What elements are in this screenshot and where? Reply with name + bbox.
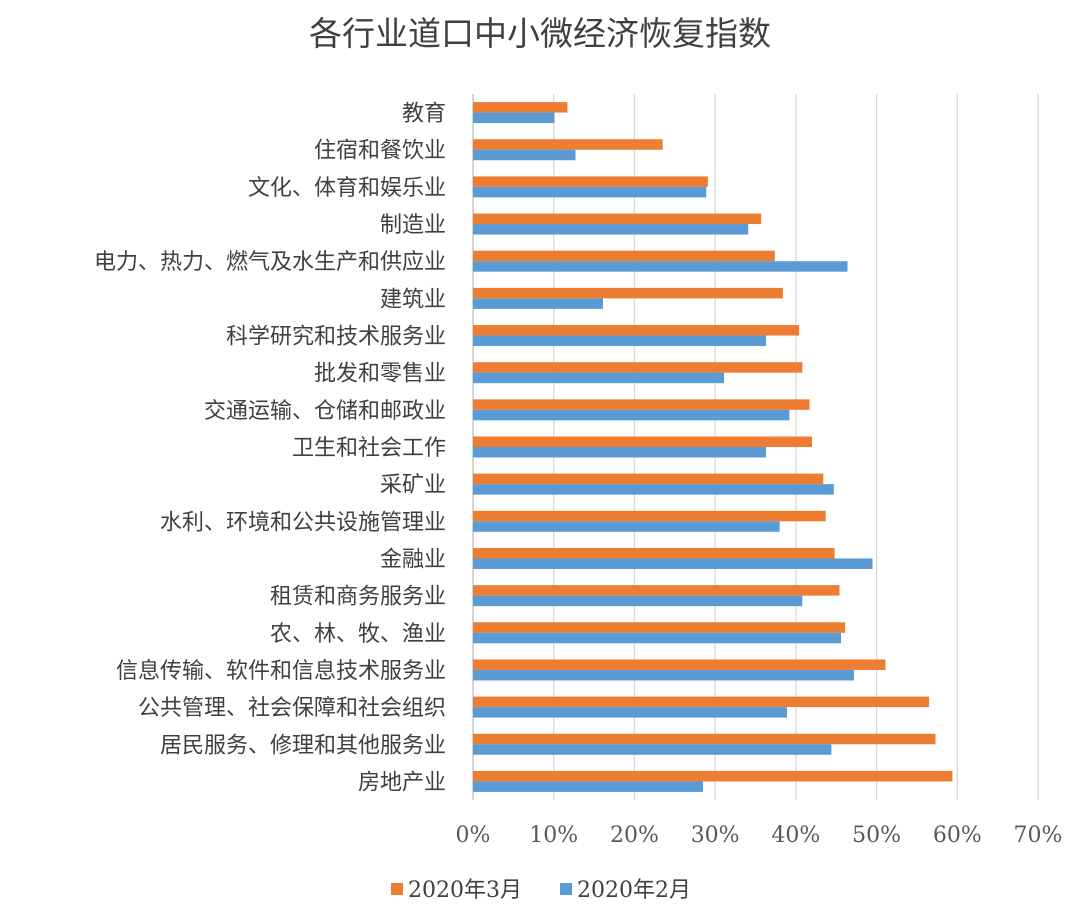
bar-series-1 [473,436,812,447]
bar-series-2 [473,298,603,309]
bar-series-1 [473,250,775,262]
x-tick-label: 40% [771,823,820,848]
legend-swatch [391,883,403,895]
bar-series-2 [473,447,766,458]
bar-series-2 [473,595,803,607]
bar-series-2 [473,484,834,495]
category-label: 教育 [402,102,446,127]
legend-label: 2020年3月 [408,878,522,903]
category-label: 居民服务、修理和其他服务业 [160,733,446,758]
category-label: 水利、环境和公共设施管理业 [160,510,446,535]
x-tick-label: 30% [691,823,740,848]
x-tick-label: 20% [610,823,659,848]
category-label: 金融业 [380,547,446,572]
bar-series-2 [473,335,766,347]
bar-series-1 [473,585,840,596]
bar-series-2 [473,558,873,569]
category-label: 科学研究和技术服务业 [226,325,446,350]
bar-series-2 [473,781,704,792]
bar-series-2 [473,112,555,124]
x-tick-label: 0% [456,823,491,848]
bar-series-2 [473,224,749,235]
bars [473,102,953,792]
x-tick-label: 70% [1014,823,1063,848]
chart-title: 各行业道口中小微经济恢复指数 [309,14,771,53]
x-tick-label: 50% [852,823,901,848]
bar-series-1 [473,696,930,708]
category-label: 批发和零售业 [314,362,446,387]
category-label: 住宿和餐饮业 [314,139,446,164]
category-label: 建筑业 [380,287,446,312]
x-tick-labels: 0% 10% 20% 30% 40% 50% 60% 70% [456,823,1063,848]
bar-series-1 [473,770,953,782]
bar-series-1 [473,176,708,187]
x-tick-label: 10% [529,823,578,848]
category-label: 制造业 [380,213,446,238]
category-label: 采矿业 [380,473,446,498]
legend-swatch [560,883,572,895]
category-label: 房地产业 [358,770,446,795]
legend: 2020年3月 2020年2月 [391,878,691,903]
bar-series-1 [473,733,936,745]
bar-series-1 [473,139,663,150]
bar-series-2 [473,149,576,161]
bar-series-2 [473,632,842,644]
category-label: 交通运输、仓储和邮政业 [204,399,446,424]
bar-series-2 [473,521,780,532]
bar-series-1 [473,622,846,633]
bar-series-2 [473,707,787,718]
legend-label: 2020年2月 [577,878,691,903]
bar-series-1 [473,287,783,299]
bar-series-1 [473,213,762,225]
bar-series-2 [473,669,854,681]
bar-series-2 [473,261,848,272]
category-label: 公共管理、社会保障和社会组织 [138,696,446,721]
bar-series-2 [473,372,725,384]
bar-series-1 [473,399,810,410]
category-label: 农、林、牧、渔业 [270,622,446,647]
bar-series-2 [473,409,790,421]
category-label: 电力、热力、燃气及水生产和供应业 [94,250,446,275]
bar-series-1 [473,102,568,113]
category-label: 租赁和商务服务业 [270,585,446,610]
category-labels: 教育住宿和餐饮业文化、体育和娱乐业制造业电力、热力、燃气及水生产和供应业建筑业科… [94,102,446,796]
bar-series-1 [473,659,886,670]
bar-series-1 [473,362,803,373]
category-label: 文化、体育和娱乐业 [248,176,446,201]
bar-series-2 [473,186,707,198]
bar-series-1 [473,510,826,522]
bar-series-1 [473,473,824,485]
bar-series-1 [473,325,800,336]
x-tick-label: 60% [933,823,982,848]
category-label: 卫生和社会工作 [292,436,446,461]
bar-series-2 [473,744,832,755]
category-label: 信息传输、软件和信息技术服务业 [116,659,446,684]
bar-series-1 [473,547,835,559]
